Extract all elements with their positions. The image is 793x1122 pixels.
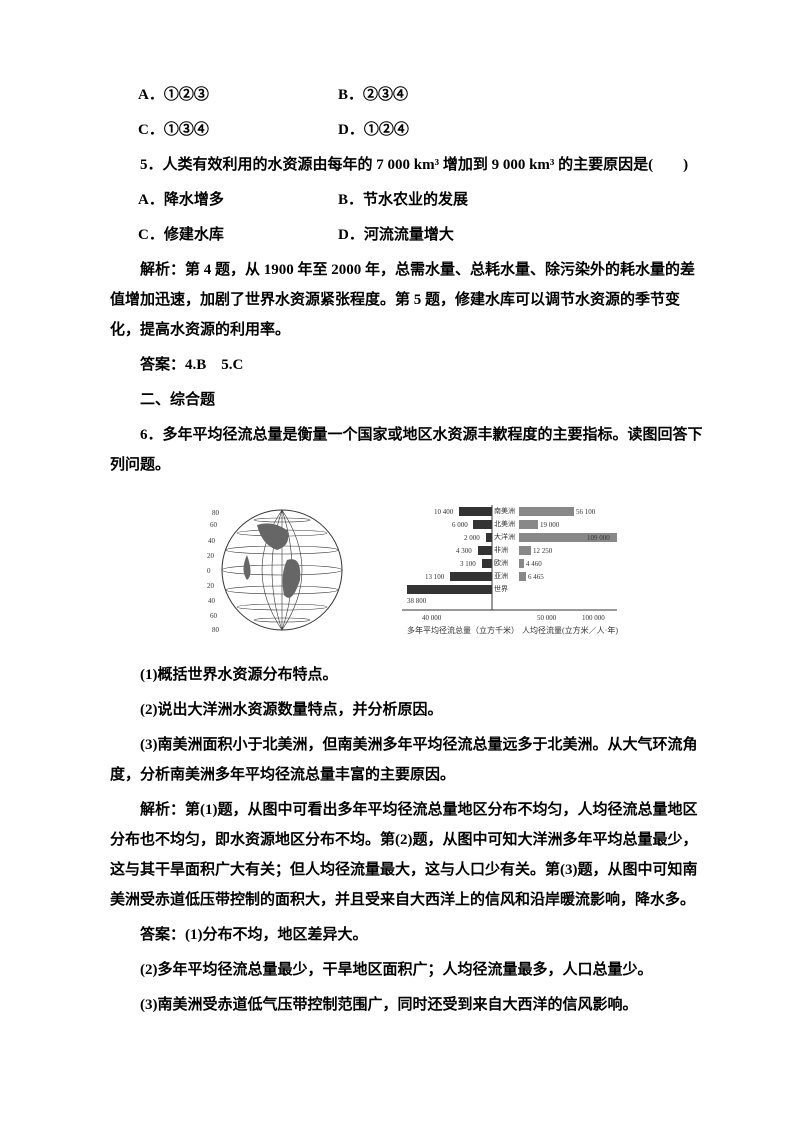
answer-label: 答案： xyxy=(140,357,185,373)
svg-text:大洋洲: 大洋洲 xyxy=(494,532,515,541)
option-c: C．①③④ xyxy=(138,115,338,145)
svg-text:80: 80 xyxy=(212,509,220,517)
svg-text:38 800: 38 800 xyxy=(407,597,427,605)
svg-text:40: 40 xyxy=(208,597,216,605)
q5-options-row2: C．修建水库 D．河流流量增大 xyxy=(138,220,703,250)
q6-text: 6．多年平均径流总量是衡量一个国家或地区水资源丰歉程度的主要指标。读图回答下列问… xyxy=(110,420,703,480)
svg-text:2 000: 2 000 xyxy=(464,534,480,542)
svg-text:6 465: 6 465 xyxy=(528,573,544,581)
svg-text:欧洲: 欧洲 xyxy=(494,558,508,567)
svg-text:80: 80 xyxy=(212,626,220,634)
svg-text:19 000: 19 000 xyxy=(540,521,560,529)
svg-text:56 100: 56 100 xyxy=(576,508,596,516)
svg-text:20: 20 xyxy=(207,582,215,590)
svg-text:12 250: 12 250 xyxy=(533,547,553,555)
svg-text:13 100: 13 100 xyxy=(425,573,445,581)
option-b: B．②③④ xyxy=(338,80,703,110)
q5-option-b: B．节水农业的发展 xyxy=(338,185,703,215)
svg-text:60: 60 xyxy=(210,612,218,620)
svg-text:100 000: 100 000 xyxy=(582,614,605,622)
option-a: A．①②③ xyxy=(138,80,338,110)
q4-options-row1: A．①②③ B．②③④ xyxy=(138,80,703,110)
option-d: D．①②④ xyxy=(338,115,703,145)
q5-option-c: C．修建水库 xyxy=(138,220,338,250)
svg-text:0: 0 xyxy=(207,567,211,575)
analysis-45: 解析：第 4 题，从 1900 年至 2000 年，总需水量、总耗水量、除污染外… xyxy=(110,255,703,345)
q5-option-a: A．降水增多 xyxy=(138,185,338,215)
svg-text:亚洲: 亚洲 xyxy=(494,572,508,580)
q6-part2: (2)说出大洋洲水资源数量特点，并分析原因。 xyxy=(110,695,703,725)
svg-text:4 460: 4 460 xyxy=(526,560,542,568)
q6-part1: (1)概括世界水资源分布特点。 xyxy=(110,660,703,690)
svg-text:109 000: 109 000 xyxy=(587,534,610,542)
svg-text:北美洲: 北美洲 xyxy=(494,519,515,528)
svg-text:3 100: 3 100 xyxy=(460,560,476,568)
answer6-a1: (1)分布不均，地区差异大。 xyxy=(185,927,368,943)
svg-text:6 000: 6 000 xyxy=(452,521,468,529)
svg-text:人均径流量(立方米／人·年): 人均径流量(立方米／人·年) xyxy=(522,625,618,635)
analysis-6: 解析：第(1)题，从图中可看出多年平均径流总量地区分布不均匀，人均径流总量地区分… xyxy=(110,795,703,915)
svg-text:10 400: 10 400 xyxy=(434,508,454,516)
answer6-a2: (2)多年平均径流总量最少，干旱地区面积广；人均径流量最多，人口总量少。 xyxy=(110,955,703,985)
q5-options-row1: A．降水增多 B．节水农业的发展 xyxy=(138,185,703,215)
bar-chart: 南美洲 北美洲 大洋洲 非洲 欧洲 亚洲 世界 10 400 6 000 2 0… xyxy=(392,495,622,645)
svg-text:40 000: 40 000 xyxy=(422,614,442,622)
q4-options-row2: C．①③④ D．①②④ xyxy=(138,115,703,145)
svg-text:非洲: 非洲 xyxy=(494,545,508,554)
figure-container: 80 60 40 20 0 20 40 60 80 南美洲 北美洲 大洋洲 非洲… xyxy=(110,495,703,645)
svg-text:多年平均径流总量（立方千米）: 多年平均径流总量（立方千米） xyxy=(407,625,519,635)
svg-text:南美洲: 南美洲 xyxy=(494,506,515,515)
globe-figure: 80 60 40 20 0 20 40 60 80 xyxy=(192,495,372,645)
svg-text:世界: 世界 xyxy=(494,584,508,593)
answer6-a3: (3)南美洲受赤道低气压带控制范围广，同时还受到来自大西洋的信风影响。 xyxy=(110,990,703,1020)
svg-text:40: 40 xyxy=(208,537,216,545)
q6-part3: (3)南美洲面积小于北美洲，但南美洲多年平均径流总量远多于北美洲。从大气环流角度… xyxy=(110,730,703,790)
answer-6-row1: 答案：(1)分布不均，地区差异大。 xyxy=(110,920,703,950)
q5-option-d: D．河流流量增大 xyxy=(338,220,703,250)
svg-text:50 000: 50 000 xyxy=(537,614,557,622)
svg-text:4 300: 4 300 xyxy=(456,547,472,555)
svg-text:20: 20 xyxy=(207,552,215,560)
answer-45-row: 答案：4.B 5.C xyxy=(110,350,703,380)
q5-text: 5．人类有效利用的水资源由每年的 7 000 km³ 增加到 9 000 km³… xyxy=(110,150,703,180)
section-2-title: 二、综合题 xyxy=(110,385,703,415)
answer-45: 4.B 5.C xyxy=(185,357,243,373)
answer6-label: 答案： xyxy=(140,927,185,943)
svg-text:60: 60 xyxy=(210,521,218,529)
